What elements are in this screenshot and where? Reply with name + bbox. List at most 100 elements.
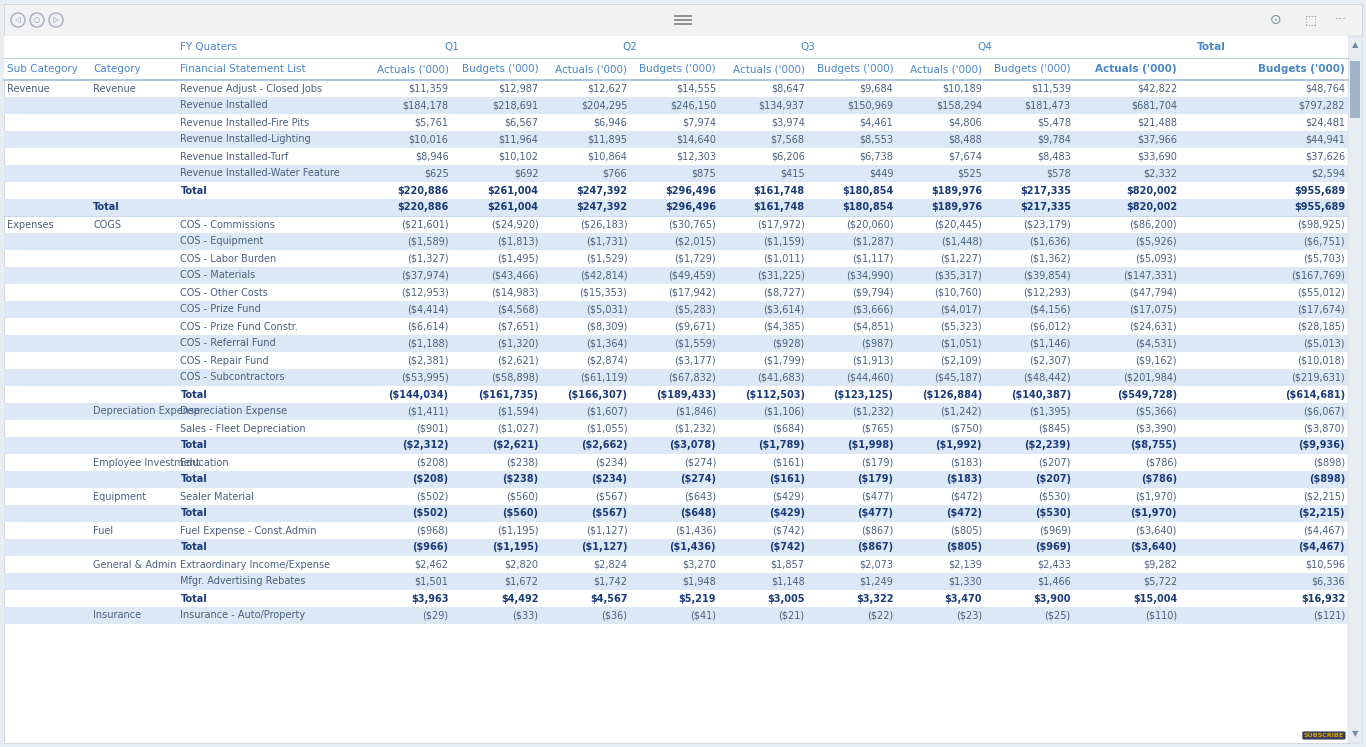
Text: ($502): ($502) <box>413 509 448 518</box>
Text: Fuel: Fuel <box>93 525 113 536</box>
Text: $6,738: $6,738 <box>859 152 893 161</box>
Text: $3,470: $3,470 <box>945 594 982 604</box>
Text: ($26,183): ($26,183) <box>579 220 627 229</box>
Text: ($37,974): ($37,974) <box>400 270 448 281</box>
Text: $9,784: $9,784 <box>1037 134 1071 144</box>
Text: $3,270: $3,270 <box>682 560 716 569</box>
Text: ○: ○ <box>34 17 40 23</box>
Text: $2,139: $2,139 <box>948 560 982 569</box>
Text: $10,102: $10,102 <box>499 152 538 161</box>
Text: $1,501: $1,501 <box>415 577 448 586</box>
Text: ($33): ($33) <box>512 610 538 621</box>
Text: Total: Total <box>1197 42 1225 52</box>
Text: ($8,727): ($8,727) <box>764 288 805 297</box>
Text: ($560): ($560) <box>503 509 538 518</box>
Text: $21,488: $21,488 <box>1137 117 1177 128</box>
Text: Revenue: Revenue <box>7 84 49 93</box>
Text: ($1,594): ($1,594) <box>497 406 538 417</box>
Text: ($61,119): ($61,119) <box>579 373 627 382</box>
Text: Total: Total <box>93 202 120 212</box>
Text: ($969): ($969) <box>1038 525 1071 536</box>
Text: ($648): ($648) <box>680 509 716 518</box>
Text: $5,722: $5,722 <box>1143 577 1177 586</box>
Text: ($1,127): ($1,127) <box>586 525 627 536</box>
Text: Mfgr. Advertising Rebates: Mfgr. Advertising Rebates <box>180 577 306 586</box>
Text: $8,946: $8,946 <box>415 152 448 161</box>
Text: ($1,411): ($1,411) <box>407 406 448 417</box>
Text: ($750): ($750) <box>949 424 982 433</box>
Text: ◁: ◁ <box>15 16 20 25</box>
Text: ($1,436): ($1,436) <box>675 525 716 536</box>
Text: ($24,920): ($24,920) <box>490 220 538 229</box>
Text: ($898): ($898) <box>1313 457 1346 468</box>
Text: $7,974: $7,974 <box>682 117 716 128</box>
Text: $2,824: $2,824 <box>593 560 627 569</box>
Text: ($144,034): ($144,034) <box>388 389 448 400</box>
Text: ($53,995): ($53,995) <box>400 373 448 382</box>
Text: Sales - Fleet Depreciation: Sales - Fleet Depreciation <box>180 424 306 433</box>
Text: Total: Total <box>180 542 208 553</box>
Text: ($23,179): ($23,179) <box>1023 220 1071 229</box>
Text: Education: Education <box>180 457 229 468</box>
Text: ($6,614): ($6,614) <box>407 321 448 332</box>
Text: Category: Category <box>93 64 141 74</box>
Text: $247,392: $247,392 <box>576 185 627 196</box>
Text: $37,626: $37,626 <box>1305 152 1346 161</box>
Text: $181,473: $181,473 <box>1024 101 1071 111</box>
Text: ($36): ($36) <box>601 610 627 621</box>
Bar <box>4 199 1348 216</box>
Text: ($5,323): ($5,323) <box>941 321 982 332</box>
Text: ($30,765): ($30,765) <box>668 220 716 229</box>
Bar <box>4 437 1348 454</box>
Text: $12,303: $12,303 <box>676 152 716 161</box>
Text: $5,761: $5,761 <box>414 117 448 128</box>
Text: $10,864: $10,864 <box>587 152 627 161</box>
Text: $5,219: $5,219 <box>679 594 716 604</box>
Bar <box>1348 36 1362 743</box>
Text: ($1,027): ($1,027) <box>497 424 538 433</box>
Text: ($15,353): ($15,353) <box>579 288 627 297</box>
Text: ($207): ($207) <box>1038 457 1071 468</box>
Text: Revenue Adjust - Closed Jobs: Revenue Adjust - Closed Jobs <box>180 84 322 93</box>
Text: ($1,495): ($1,495) <box>497 253 538 264</box>
Text: $3,005: $3,005 <box>768 594 805 604</box>
Text: $2,332: $2,332 <box>1143 169 1177 179</box>
Text: ($567): ($567) <box>596 492 627 501</box>
Text: ($429): ($429) <box>769 509 805 518</box>
Text: COGS: COGS <box>93 220 122 229</box>
Text: ($17,972): ($17,972) <box>757 220 805 229</box>
Text: $246,150: $246,150 <box>669 101 716 111</box>
Text: ($805): ($805) <box>947 542 982 553</box>
Text: $7,674: $7,674 <box>948 152 982 161</box>
Text: Actuals ('000): Actuals ('000) <box>910 64 982 74</box>
Text: Total: Total <box>180 509 208 518</box>
Text: Employee Investment: Employee Investment <box>93 457 199 468</box>
Text: ($4,414): ($4,414) <box>407 305 448 314</box>
Text: ($9,794): ($9,794) <box>852 288 893 297</box>
Text: ($35,317): ($35,317) <box>934 270 982 281</box>
Text: Q1: Q1 <box>445 42 460 52</box>
Text: $180,854: $180,854 <box>843 185 893 196</box>
Text: ($23): ($23) <box>956 610 982 621</box>
Text: ($2,239): ($2,239) <box>1024 441 1071 450</box>
Text: General & Admin: General & Admin <box>93 560 176 569</box>
Text: ($3,614): ($3,614) <box>764 305 805 314</box>
Text: ($10,760): ($10,760) <box>934 288 982 297</box>
Text: $2,073: $2,073 <box>859 560 893 569</box>
Text: $24,481: $24,481 <box>1305 117 1346 128</box>
Text: $8,483: $8,483 <box>1037 152 1071 161</box>
Text: ($2,015): ($2,015) <box>675 237 716 247</box>
Text: ($966): ($966) <box>413 542 448 553</box>
Text: ($2,621): ($2,621) <box>492 441 538 450</box>
Text: Revenue Installed-Turf: Revenue Installed-Turf <box>180 152 288 161</box>
Text: $7,568: $7,568 <box>770 134 805 144</box>
Text: ($28,185): ($28,185) <box>1298 321 1346 332</box>
Text: Actuals ('000): Actuals ('000) <box>1096 64 1177 74</box>
Text: ($530): ($530) <box>1038 492 1071 501</box>
Text: $578: $578 <box>1046 169 1071 179</box>
Text: ($10,018): ($10,018) <box>1298 356 1346 365</box>
Text: $1,148: $1,148 <box>770 577 805 586</box>
Text: ($684): ($684) <box>773 424 805 433</box>
Text: Budgets ('000): Budgets ('000) <box>994 64 1071 74</box>
Text: $150,969: $150,969 <box>847 101 893 111</box>
